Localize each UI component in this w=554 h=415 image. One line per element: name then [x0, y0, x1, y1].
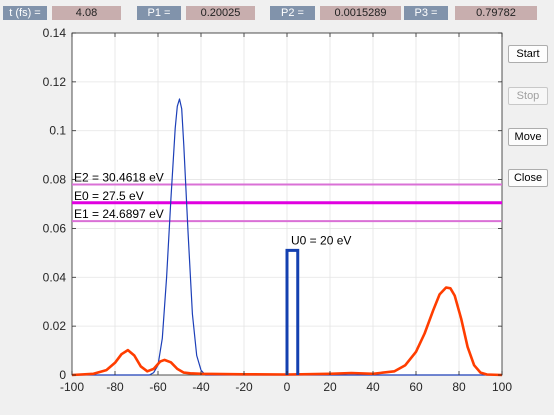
x-tick-label: 20 [323, 380, 337, 394]
close-button[interactable]: Close [508, 169, 548, 187]
x-tick-label: 80 [452, 380, 466, 394]
x-tick-label: 0 [284, 380, 291, 394]
time-value: 4.08 [52, 6, 121, 20]
y-tick-label: 0.06 [43, 221, 67, 235]
p3-value: 0.79782 [455, 6, 537, 20]
y-tick-label: 0.02 [43, 319, 67, 333]
p1-label: P1 = [137, 6, 181, 20]
x-tick-label: 40 [366, 380, 380, 394]
p1-value: 0.20025 [186, 6, 255, 20]
energy-level-label: E0 = 27.5 eV [74, 189, 144, 203]
stop-button[interactable]: Stop [508, 87, 548, 105]
y-tick-label: 0.08 [43, 173, 67, 187]
energy-level-label: E2 = 30.4618 eV [74, 170, 164, 184]
x-tick-label: -100 [60, 380, 84, 394]
energy-level-label: E1 = 24.6897 eV [74, 207, 164, 221]
y-tick-label: 0.14 [43, 26, 67, 40]
y-tick-label: 0.12 [43, 75, 67, 89]
energy-levels: E2 = 30.4618 eV E0 = 27.5 eV E1 = 24.6897 … [72, 170, 502, 223]
x-tick-label: 60 [409, 380, 423, 394]
time-label: t (fs) = [3, 6, 47, 20]
x-tick-label: -60 [149, 380, 167, 394]
p2-label: P2 = [270, 6, 315, 20]
y-tick-label: 0 [59, 368, 66, 382]
barrier-group: U0 = 20 eV [285, 233, 351, 375]
start-button[interactable]: Start [508, 45, 548, 63]
move-button[interactable]: Move [508, 128, 548, 146]
axis-ticks: -100 -80 -60 -40 -20 0 20 40 60 80 100 0 0.02 0.04 0.0… [43, 26, 513, 394]
y-tick-label: 0.1 [49, 124, 66, 138]
barrier-outline [285, 248, 300, 375]
x-tick-label: 100 [492, 380, 512, 394]
p3-label: P3 = [404, 6, 448, 20]
p2-value: 0.0015289 [320, 6, 401, 20]
x-tick-label: -40 [192, 380, 210, 394]
y-tick-label: 0.04 [43, 270, 67, 284]
x-tick-label: -20 [235, 380, 253, 394]
barrier-label: U0 = 20 eV [291, 233, 351, 247]
x-tick-label: -80 [106, 380, 124, 394]
